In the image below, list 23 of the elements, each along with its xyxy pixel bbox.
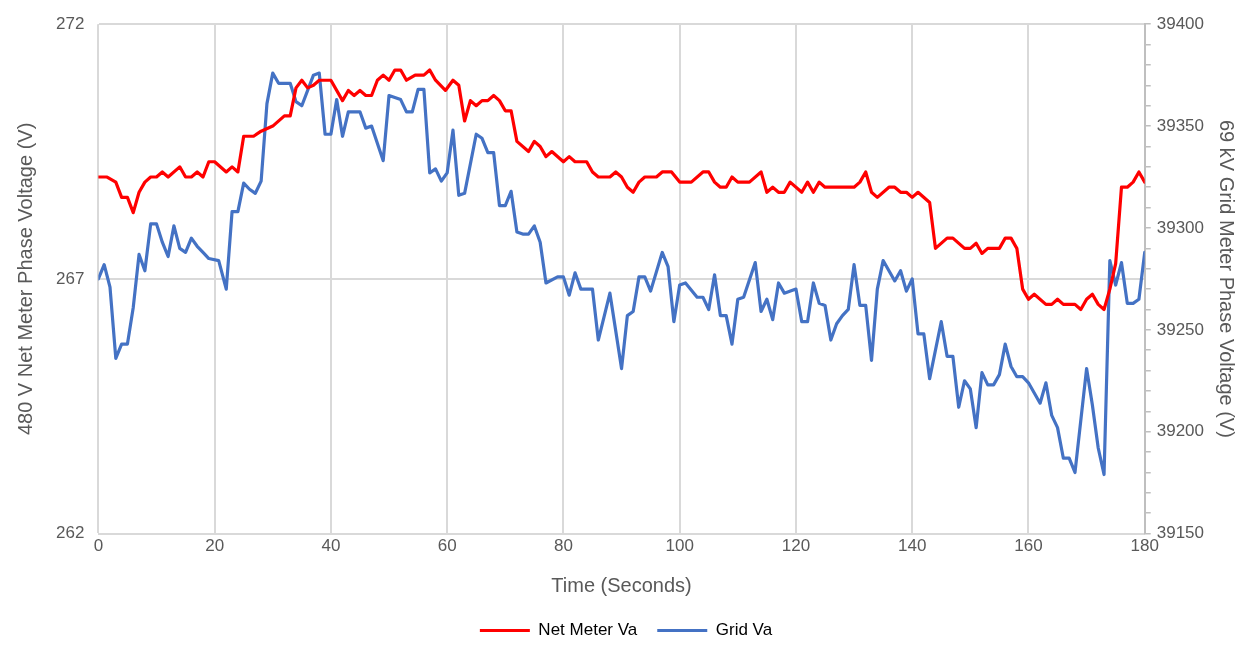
x-tick-label: 80 <box>553 536 573 556</box>
y2-tick-label: 39200 <box>1156 421 1205 441</box>
y2-tick-label: 39350 <box>1156 115 1205 135</box>
legend-label: Grid Va <box>715 620 773 640</box>
y2-tick-label: 39250 <box>1156 319 1205 339</box>
y-tick-label: 272 <box>55 13 85 33</box>
x-tick-label: 180 <box>1130 536 1159 556</box>
x-tick-label: 140 <box>898 536 927 556</box>
y-tick-label: 262 <box>55 523 85 543</box>
y-tick-label: 267 <box>55 268 85 288</box>
x-tick-label: 40 <box>321 536 341 556</box>
x-tick-label: 60 <box>437 536 457 556</box>
y2-tick-label: 39300 <box>1156 217 1205 237</box>
x-tick-label: 20 <box>205 536 225 556</box>
x-tick-label: 160 <box>1014 536 1043 556</box>
x-tick-label: 0 <box>93 536 104 556</box>
y-axis-title: 480 V Net Meter Phase Voltage (V) <box>13 122 36 436</box>
y2-tick-label: 39400 <box>1156 13 1205 33</box>
x-axis-title: Time (Seconds) <box>551 573 692 596</box>
x-tick-label: 100 <box>665 536 694 556</box>
y2-axis-title: 69 kV Grid Meter Phase Voltage (V) <box>1216 119 1239 438</box>
x-tick-label: 120 <box>781 536 811 556</box>
legend-label: Net Meter Va <box>538 620 638 640</box>
